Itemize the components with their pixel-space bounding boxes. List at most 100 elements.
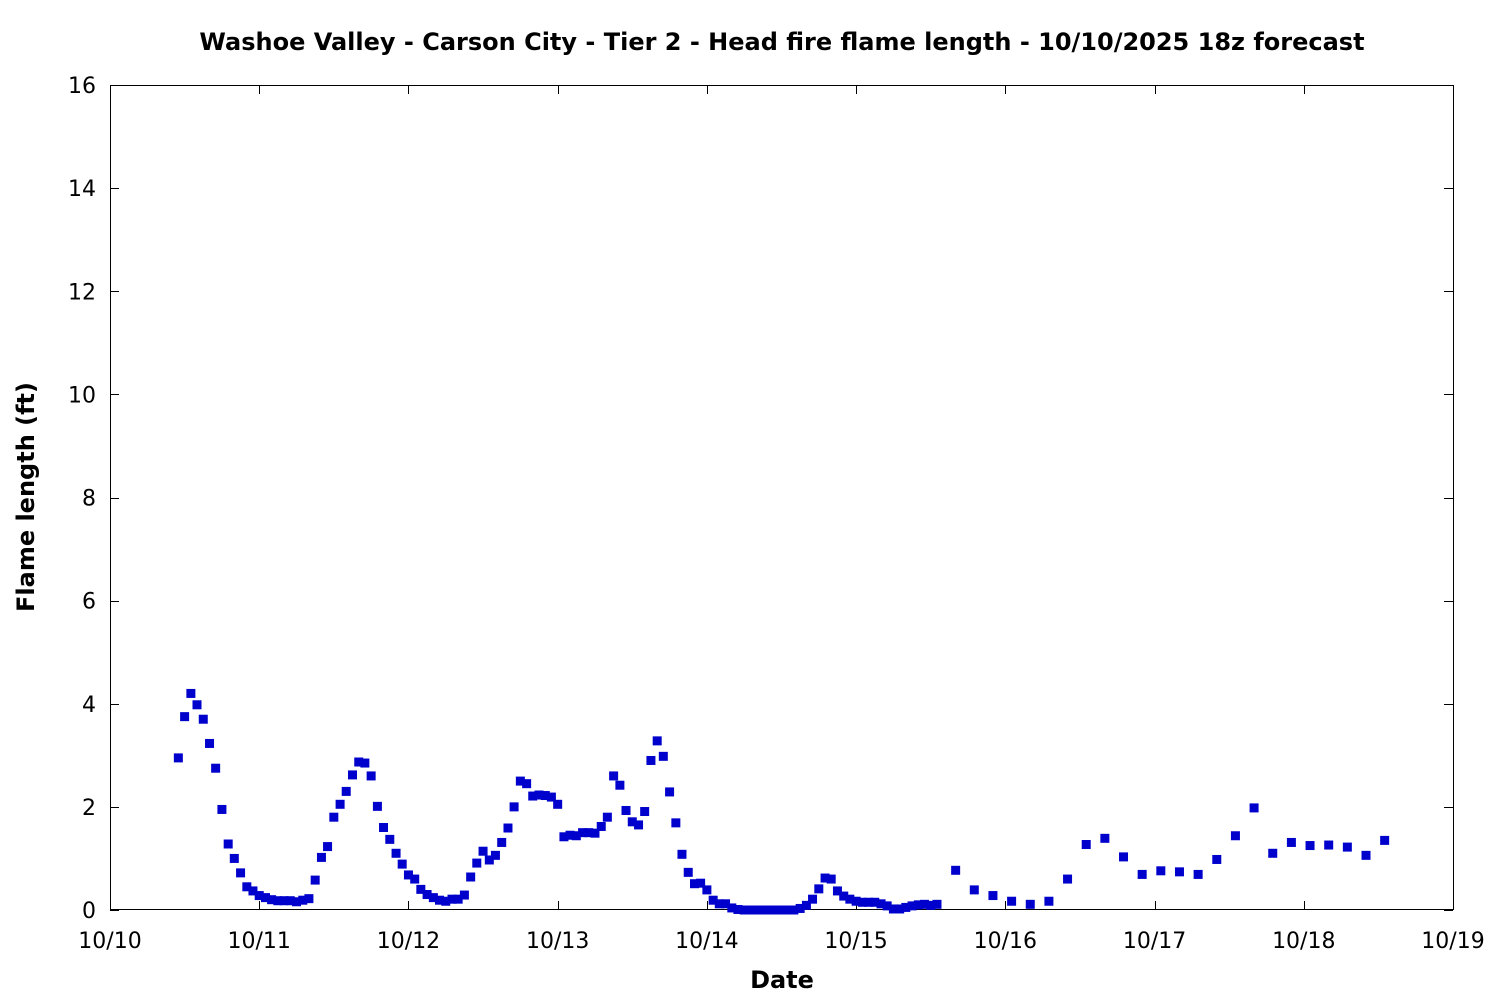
data-point bbox=[1342, 842, 1352, 852]
data-point bbox=[1044, 896, 1054, 906]
data-point bbox=[1268, 848, 1278, 858]
y-axis-label: Flame length (ft) bbox=[12, 382, 40, 612]
data-point bbox=[739, 905, 749, 915]
y-tick-label: 2 bbox=[82, 796, 96, 821]
data-point bbox=[379, 823, 389, 832]
data-point bbox=[453, 894, 463, 904]
y-tick-label: 4 bbox=[82, 693, 96, 718]
data-point bbox=[1100, 833, 1110, 843]
data-point bbox=[503, 823, 513, 833]
data-point bbox=[1193, 869, 1203, 879]
data-point bbox=[242, 882, 252, 892]
data-point bbox=[515, 776, 525, 786]
data-point bbox=[546, 792, 556, 802]
data-point bbox=[733, 904, 743, 914]
data-point bbox=[385, 834, 395, 844]
data-point bbox=[360, 758, 370, 768]
data-point bbox=[876, 899, 886, 909]
data-point bbox=[441, 896, 451, 906]
data-point bbox=[913, 900, 923, 910]
data-point bbox=[298, 895, 308, 905]
data-point bbox=[422, 890, 432, 900]
data-point bbox=[634, 820, 644, 830]
data-point bbox=[391, 848, 401, 858]
data-point bbox=[932, 899, 942, 909]
data-point bbox=[522, 779, 532, 789]
data-point bbox=[1305, 841, 1315, 851]
data-point bbox=[323, 842, 333, 852]
data-point bbox=[621, 805, 631, 815]
data-point bbox=[236, 868, 246, 878]
y-tick-label: 16 bbox=[68, 74, 96, 99]
data-point bbox=[752, 905, 762, 915]
data-point bbox=[801, 900, 811, 910]
data-point bbox=[702, 885, 712, 895]
data-point bbox=[615, 780, 625, 790]
data-point bbox=[888, 904, 898, 914]
data-point bbox=[354, 757, 364, 767]
data-point bbox=[223, 839, 233, 849]
data-point bbox=[534, 790, 544, 800]
data-point bbox=[596, 821, 606, 831]
data-point bbox=[926, 900, 936, 910]
data-point bbox=[1230, 831, 1240, 841]
data-point bbox=[403, 870, 413, 880]
data-point bbox=[1081, 840, 1091, 850]
data-point bbox=[173, 753, 183, 763]
data-point bbox=[292, 897, 302, 907]
data-point bbox=[665, 787, 675, 797]
data-point bbox=[484, 855, 494, 865]
y-tick-label: 8 bbox=[82, 487, 96, 512]
data-point bbox=[627, 817, 637, 827]
data-point bbox=[814, 884, 824, 894]
data-point bbox=[285, 896, 295, 906]
y-tick-label: 10 bbox=[68, 383, 96, 408]
data-point bbox=[273, 896, 283, 906]
data-point bbox=[727, 903, 737, 913]
data-point bbox=[789, 905, 799, 915]
data-point bbox=[683, 867, 693, 877]
data-point bbox=[640, 807, 650, 817]
data-point bbox=[410, 874, 420, 884]
data-point bbox=[895, 904, 905, 914]
data-point bbox=[826, 874, 836, 884]
data-point bbox=[316, 852, 326, 862]
data-point bbox=[714, 899, 724, 909]
data-point bbox=[839, 891, 849, 901]
data-point bbox=[248, 886, 258, 896]
data-point bbox=[1324, 840, 1334, 850]
data-point bbox=[1025, 899, 1035, 909]
y-tick-label: 12 bbox=[68, 280, 96, 305]
data-point bbox=[851, 896, 861, 906]
data-point bbox=[602, 812, 612, 822]
data-point bbox=[186, 688, 196, 698]
data-point bbox=[366, 771, 376, 781]
x-tick-label: 10/10 bbox=[78, 929, 141, 954]
data-point bbox=[571, 831, 581, 841]
data-point bbox=[472, 858, 482, 868]
data-point bbox=[1249, 803, 1259, 813]
data-point bbox=[690, 879, 700, 889]
data-point bbox=[696, 878, 706, 888]
data-point bbox=[1361, 850, 1371, 860]
y-tick-label: 6 bbox=[82, 590, 96, 615]
data-point bbox=[347, 770, 357, 780]
data-point bbox=[497, 837, 507, 847]
data-point bbox=[1174, 867, 1184, 877]
data-point bbox=[721, 899, 731, 909]
data-point bbox=[708, 895, 718, 905]
data-point bbox=[870, 897, 880, 907]
data-point bbox=[770, 905, 780, 915]
data-point bbox=[919, 899, 929, 909]
data-point bbox=[1380, 835, 1390, 845]
data-point bbox=[609, 771, 619, 781]
data-point bbox=[882, 901, 892, 911]
data-point bbox=[845, 894, 855, 904]
data-point bbox=[783, 905, 793, 915]
data-point bbox=[372, 801, 382, 811]
data-point bbox=[901, 902, 911, 912]
data-point bbox=[808, 894, 818, 904]
data-point bbox=[466, 872, 476, 882]
x-tick-label: 10/19 bbox=[1421, 929, 1484, 954]
